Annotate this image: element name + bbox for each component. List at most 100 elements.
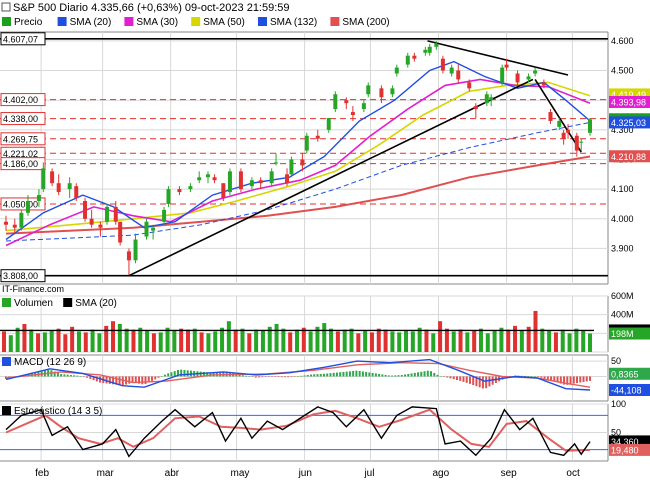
y-tick-label: 4.500: [611, 66, 634, 76]
macd-histogram-bar: [342, 371, 345, 377]
legend-swatch: [330, 17, 340, 26]
title-checkbox[interactable]: [1, 2, 11, 12]
candle-body: [197, 177, 202, 181]
y-tick-label: 4.300: [611, 125, 634, 135]
sma132-line: [5, 121, 591, 242]
macd-histogram-bar: [569, 376, 572, 385]
macd-histogram-bar: [332, 372, 335, 377]
volume-bar: [76, 331, 81, 352]
candle-body: [574, 135, 579, 151]
x-tick-label: abr: [165, 468, 180, 479]
volume-bar: [179, 328, 184, 352]
macd-histogram-bar: [585, 376, 588, 382]
macd-badge-bg: [609, 367, 650, 380]
macd-histogram-bar: [56, 372, 59, 377]
sma20-line: [5, 60, 591, 241]
legend-entry: Estocástico (14 3 5): [14, 406, 102, 417]
macd-histogram-bar: [543, 376, 546, 379]
macd-histogram-bar: [459, 376, 462, 381]
macd-histogram-bar: [287, 376, 290, 378]
volume-bar: [588, 333, 592, 352]
candle-body: [144, 221, 149, 237]
macd-histogram-bar: [73, 375, 76, 377]
macd-histogram-bar: [358, 370, 361, 377]
volume-bar: [97, 333, 102, 352]
macd-histogram-bar: [202, 371, 205, 377]
macd-histogram-bar: [95, 376, 98, 382]
macd-histogram-bar: [537, 376, 540, 377]
volume-bar: [165, 327, 170, 352]
volume-bar: [335, 331, 340, 352]
candle-body: [326, 117, 331, 130]
level-label: 4.607,07: [3, 34, 38, 44]
candle-body: [344, 100, 349, 104]
volume-bar: [492, 330, 497, 352]
level-label: 4.050,00: [3, 199, 38, 209]
volume-bar: [349, 328, 354, 352]
macd-histogram-bar: [154, 376, 157, 380]
macd-histogram-bar: [180, 369, 183, 377]
level-box: [0, 197, 46, 211]
macd-histogram-bar: [452, 376, 455, 380]
candle-body: [405, 55, 410, 65]
volume-bar: [185, 329, 190, 352]
macd-histogram-bar: [475, 376, 478, 387]
macd-histogram-bar: [186, 370, 189, 377]
x-tick-label: ago: [433, 468, 450, 479]
level-box: [0, 269, 46, 283]
y-tick-label: 4.000: [611, 214, 634, 224]
macd-histogram-bar: [394, 375, 397, 377]
candle-body: [361, 103, 366, 110]
candle-body: [126, 251, 131, 261]
candle-body: [440, 58, 445, 71]
volume-bar: [240, 328, 245, 352]
macd-histogram-bar: [121, 376, 124, 386]
volume-bar: [117, 324, 122, 352]
volume-bar: [36, 333, 41, 352]
candle-body: [489, 97, 494, 101]
macd-histogram-bar: [579, 376, 582, 383]
macd-histogram-bar: [147, 376, 150, 383]
macd-histogram-bar: [417, 372, 420, 377]
macd-histogram-bar: [384, 374, 387, 377]
macd-histogram-bar: [576, 376, 579, 384]
macd-histogram-bar: [300, 375, 303, 377]
volume-bar: [540, 328, 545, 352]
candle-body: [394, 67, 399, 74]
candle-body: [188, 186, 193, 190]
candle-body: [390, 88, 395, 95]
candle-body: [579, 141, 584, 143]
macd-histogram-bar: [348, 371, 351, 377]
macd-histogram-bar: [465, 376, 468, 383]
volume-bar: [383, 329, 388, 352]
macd-histogram-bar: [589, 376, 591, 381]
volume-bar: [506, 329, 511, 352]
volume-bar: [574, 328, 579, 352]
candle-body: [89, 218, 94, 225]
candle-body: [258, 180, 263, 184]
volume-bar: [145, 330, 150, 352]
candle-body: [500, 67, 505, 83]
volume-bar: [111, 321, 116, 352]
macd-histogram-bar: [339, 372, 342, 377]
price-badge: 4.325,03: [611, 118, 646, 128]
candle-body: [221, 183, 226, 199]
stochastic-badge: 19,480: [611, 445, 639, 455]
macd-histogram-bar: [53, 371, 56, 377]
macd-signal-line: [5, 361, 591, 388]
macd-histogram-bar: [481, 376, 484, 389]
macd-histogram-bar: [309, 374, 312, 377]
macd-histogram-bar: [151, 376, 153, 381]
candle-body: [4, 221, 8, 225]
macd-histogram-bar: [160, 376, 163, 377]
legend-swatch: [191, 17, 201, 26]
volume-bar: [213, 331, 218, 352]
macd-badge: 0,8365: [611, 369, 639, 379]
legend-entry: SMA (200): [342, 17, 389, 28]
macd-histogram-bar: [446, 376, 449, 378]
candle-body: [533, 70, 538, 74]
price-panel: 3.9004.0004.1004.2004.3004.4004.5004.600…: [0, 31, 650, 285]
volume-bar: [226, 321, 231, 352]
volume-bar: [281, 328, 286, 352]
